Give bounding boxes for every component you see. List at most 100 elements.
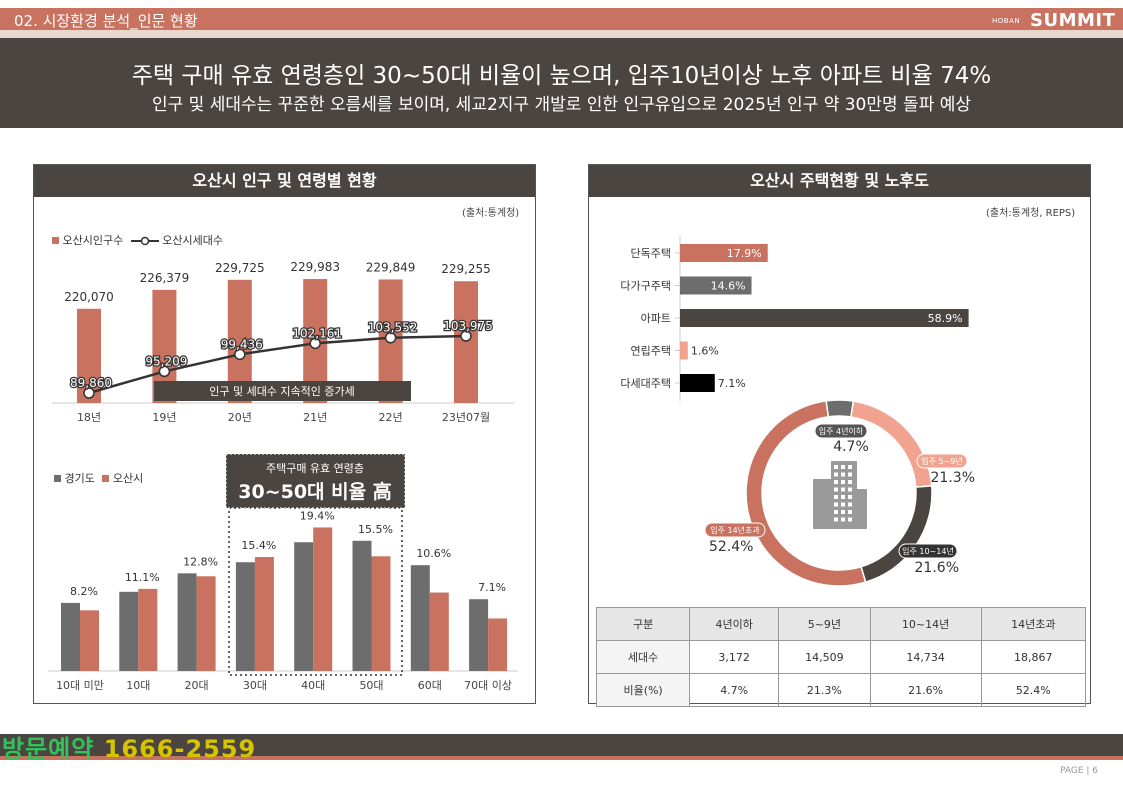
housing-bar bbox=[680, 341, 688, 360]
annotation-box bbox=[154, 381, 411, 401]
table-cell: 3,172 bbox=[689, 640, 780, 674]
population-legend: 오산시인구수 오산시세대수 bbox=[52, 232, 223, 248]
legend-swatch-households bbox=[130, 236, 159, 246]
slice-category-label: 입주 14년초과 bbox=[710, 525, 760, 535]
osan-bar bbox=[429, 592, 449, 671]
value-label: 58.9% bbox=[928, 312, 963, 325]
gyeonggi-bar bbox=[61, 602, 80, 671]
osan-value-label: 12.8% bbox=[183, 555, 218, 568]
table-cell: 14,734 bbox=[869, 640, 982, 674]
population-chart: 220,070 18년 226,379 19년 229,725 20년 229,983 21년… bbox=[52, 260, 514, 424]
top-strip bbox=[0, 30, 1123, 38]
osan-value-label: 19.4% bbox=[300, 509, 335, 522]
population-bar bbox=[454, 281, 478, 403]
households-label: 99,436 bbox=[221, 337, 263, 351]
value-label: 14.6% bbox=[711, 280, 746, 293]
households-line bbox=[88, 334, 467, 395]
table-cell: 세대수 bbox=[595, 640, 691, 674]
housing-age-table: 구분 4년이하 5~9년 10~14년 14년초과 세대수 3,172 14,5… bbox=[595, 607, 1087, 707]
slice-value-label: 4.7% bbox=[833, 439, 869, 455]
value-label: 7.1% bbox=[718, 377, 746, 390]
slice-pill bbox=[704, 522, 766, 538]
booking-phone: 1666-2559 bbox=[103, 735, 257, 763]
table-cell: 14,509 bbox=[778, 640, 871, 674]
legend-label-population: 오산시인구수 bbox=[62, 234, 124, 247]
slice-pill bbox=[814, 423, 868, 439]
population-label: 229,983 bbox=[290, 260, 340, 274]
osan-value-label: 10.6% bbox=[416, 547, 451, 560]
gyeonggi-bar bbox=[410, 565, 430, 671]
housing-bar bbox=[680, 244, 768, 262]
gyeonggi-bar bbox=[352, 540, 372, 671]
table-row: 비율(%) 4.7% 21.3% 21.6% 52.4% bbox=[595, 673, 1087, 707]
population-label: 226,379 bbox=[140, 271, 190, 285]
left-panel: 오산시 인구 및 연령별 현황 bbox=[33, 164, 536, 704]
footer-bar bbox=[0, 734, 1123, 756]
osan-bar bbox=[138, 588, 158, 671]
x-tick-label: 18년 bbox=[77, 411, 101, 424]
top-bar bbox=[0, 8, 1123, 34]
table-cell: 비율(%) bbox=[595, 673, 691, 707]
booking-phone-banner[interactable]: 방문예약 1666-2559 bbox=[2, 729, 256, 764]
legend-swatch-population bbox=[52, 237, 59, 244]
legend-label-households: 오산시세대수 bbox=[162, 234, 223, 247]
table-cell: 21.3% bbox=[778, 673, 871, 707]
category-label: 아파트 bbox=[641, 312, 671, 325]
headline-box bbox=[0, 38, 1123, 128]
osan-bar bbox=[371, 556, 391, 671]
category-label: 다세대주택 bbox=[620, 377, 671, 390]
osan-value-label: 8.2% bbox=[70, 585, 98, 598]
building-icon bbox=[813, 461, 867, 529]
housing-bar bbox=[680, 374, 715, 392]
housing-bar bbox=[680, 309, 969, 327]
osan-bar bbox=[488, 618, 508, 671]
population-label: 229,849 bbox=[366, 260, 416, 274]
gyeonggi-bar bbox=[177, 573, 197, 671]
gyeonggi-bar bbox=[469, 599, 489, 671]
gyeonggi-bar bbox=[235, 562, 255, 671]
table-header-cell: 14년초과 bbox=[980, 607, 1087, 641]
value-label: 17.9% bbox=[727, 247, 762, 260]
slice-value-label: 52.4% bbox=[709, 539, 753, 555]
category-label: 단독주택 bbox=[631, 247, 671, 260]
callout-box bbox=[225, 453, 406, 509]
table-cell: 21.6% bbox=[869, 673, 982, 707]
households-label: 89,860 bbox=[70, 376, 112, 390]
right-panel-title: 오산시 주택현황 및 노후도 bbox=[589, 165, 1090, 197]
table-header-cell: 4년이하 bbox=[689, 607, 780, 641]
slice-category-label: 입주 5~9년 bbox=[921, 456, 963, 466]
osan-bar bbox=[313, 527, 333, 671]
gyeonggi-bar bbox=[119, 591, 139, 671]
footer-strip bbox=[0, 756, 1123, 760]
x-tick-label: 60대 bbox=[418, 679, 442, 692]
slice-value-label: 21.3% bbox=[931, 470, 975, 486]
legend-label-osan: 오산시 bbox=[112, 472, 144, 485]
x-tick-label: 10대 미만 bbox=[56, 679, 104, 692]
slice-pill bbox=[916, 453, 968, 469]
left-source: (출처:통계청) bbox=[462, 208, 520, 219]
age-chart: 8.2% 10대 미만 11.1% 10대 12.8% 20대 15.4% 30대 19.4% 4… bbox=[48, 453, 518, 692]
table-row: 세대수 3,172 14,509 14,734 18,867 bbox=[595, 640, 1087, 674]
section-title: 02. 시장환경 분석_인문 현황 bbox=[14, 12, 198, 30]
osan-value-label: 15.5% bbox=[358, 523, 393, 536]
households-point bbox=[460, 330, 472, 342]
value-label: 1.6% bbox=[691, 345, 719, 358]
table-cell: 18,867 bbox=[980, 640, 1087, 674]
donut-slice bbox=[825, 399, 855, 418]
population-label: 229,725 bbox=[215, 261, 265, 275]
osan-bar bbox=[254, 557, 274, 671]
households-label: 103,552 bbox=[368, 321, 418, 335]
x-tick-label: 22년 bbox=[379, 411, 403, 424]
households-point bbox=[309, 337, 321, 350]
page-number: PAGE | 6 bbox=[1060, 766, 1098, 776]
households-label: 95,209 bbox=[145, 354, 187, 368]
brand-logo: SUMMIT bbox=[1030, 10, 1116, 31]
x-tick-label: 50대 bbox=[359, 679, 383, 692]
slice-value-label: 21.6% bbox=[915, 560, 959, 576]
callout-big-text: 30~50대 비율 高 bbox=[238, 480, 391, 503]
category-label: 다가구주택 bbox=[620, 280, 671, 293]
legend-label-gyeonggi: 경기도 bbox=[64, 472, 95, 485]
callout-small-text: 주택구매 유효 연령층 bbox=[266, 462, 364, 475]
slice-category-label: 입주 4년이하 bbox=[819, 426, 864, 436]
category-label: 연립주택 bbox=[631, 345, 671, 358]
